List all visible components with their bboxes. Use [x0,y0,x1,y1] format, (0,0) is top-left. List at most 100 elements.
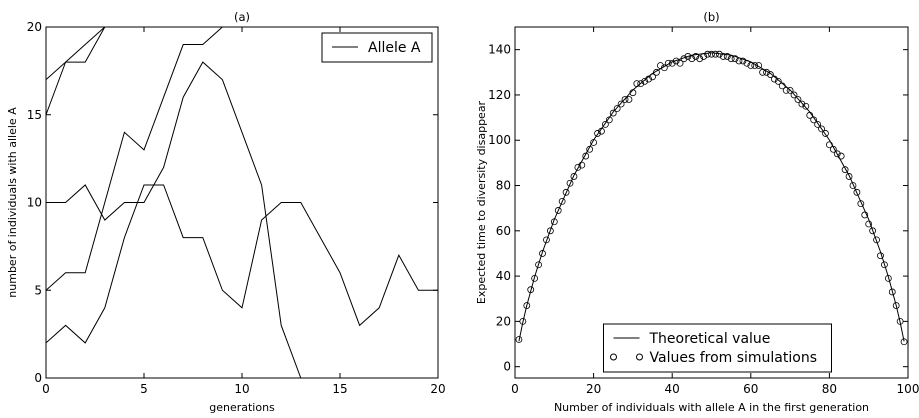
y-tick-label: 10 [27,196,42,210]
sim-point [794,96,802,103]
y-tick-label: 80 [496,179,511,193]
plot-frame [514,26,909,379]
sim-point [546,227,554,235]
sim-point [727,55,735,63]
sim-point [582,152,590,160]
sim-point [664,59,672,67]
sim-point [845,173,853,180]
sim-point [735,57,743,65]
sim-point [782,87,790,94]
sim-point [660,64,668,72]
sim-point [554,207,562,214]
sim-point [708,50,715,58]
legend-label: Values from simulations [650,350,818,366]
x-tick-label: 15 [332,382,347,396]
sim-point [692,53,700,60]
y-tick-label: 5 [34,283,42,297]
x-axis-label: Number of individuals with allele A in t… [554,401,869,414]
sim-point [684,53,692,60]
sim-point [633,80,641,88]
sim-point [617,100,625,108]
line [46,61,438,378]
y-tick-label: 20 [27,20,42,34]
sim-point [763,68,770,76]
line [46,27,438,291]
sim-point [653,68,660,76]
x-tick-label: 100 [897,382,919,396]
sim-point [806,111,814,119]
y-tick-label: 0 [503,360,511,374]
sim-point [865,220,873,228]
legend-marker [636,353,643,361]
sim-point [841,166,849,174]
sim-point [853,188,861,196]
sim-point [527,286,535,294]
y-tick-label: 15 [27,108,42,122]
sim-point [535,261,542,269]
sim-point [826,141,833,149]
sim-point [884,274,892,282]
y-tick-label: 140 [488,43,511,57]
sim-point [778,82,786,90]
sim-point [649,73,656,81]
sim-point [594,130,601,137]
sim-point [774,77,782,85]
sim-point [645,75,653,83]
legend-label: Theoretical value [649,331,771,347]
sim-point [869,227,877,235]
sim-point [598,127,605,135]
sim-point [881,261,888,269]
sim-point [743,59,751,67]
sim-point [672,57,680,65]
sim-point [715,50,723,58]
y-tick-label: 20 [496,314,511,328]
line [518,52,905,342]
y-tick-label: 40 [496,269,511,283]
sim-point [719,53,727,60]
x-tick-label: 80 [822,382,837,396]
sim-point [609,109,617,117]
x-tick-label: 20 [430,382,445,396]
y-axis-label: number of individuals with allele A [6,107,19,298]
sim-point [676,59,684,67]
sim-point [770,75,778,83]
sim-point [637,80,645,88]
sim-point [601,120,609,128]
sim-point [562,188,570,196]
sim-point [822,130,829,137]
x-tick-label: 60 [743,382,758,396]
chart-title: (a) [234,10,250,24]
sim-point [641,77,649,85]
sim-point [621,96,629,103]
sim-point [731,55,739,63]
x-tick-label: 0 [511,382,519,396]
sim-point [755,62,763,69]
y-tick-label: 60 [496,224,511,238]
sim-point [578,161,586,169]
x-tick-label: 10 [234,382,249,396]
sim-point [767,71,774,78]
sim-point [668,59,676,67]
sim-point [570,173,578,180]
sim-point [888,288,896,296]
sim-point [550,218,558,226]
sim-point [892,302,900,309]
sim-point [861,211,869,219]
sim-point [586,145,594,153]
sim-point [786,87,794,94]
sim-point [712,50,719,58]
legend-label: Allele A [368,40,421,56]
sim-point [900,338,908,346]
sim-point [680,55,688,63]
sim-point [747,62,755,69]
sim-point [523,302,531,309]
sim-point [558,197,566,205]
sim-point [723,53,731,60]
sim-point [849,182,857,189]
sim-point [657,62,664,69]
sim-point [814,120,822,128]
sim-point [739,57,747,65]
plot-frame [45,26,439,379]
sim-point [829,145,837,153]
